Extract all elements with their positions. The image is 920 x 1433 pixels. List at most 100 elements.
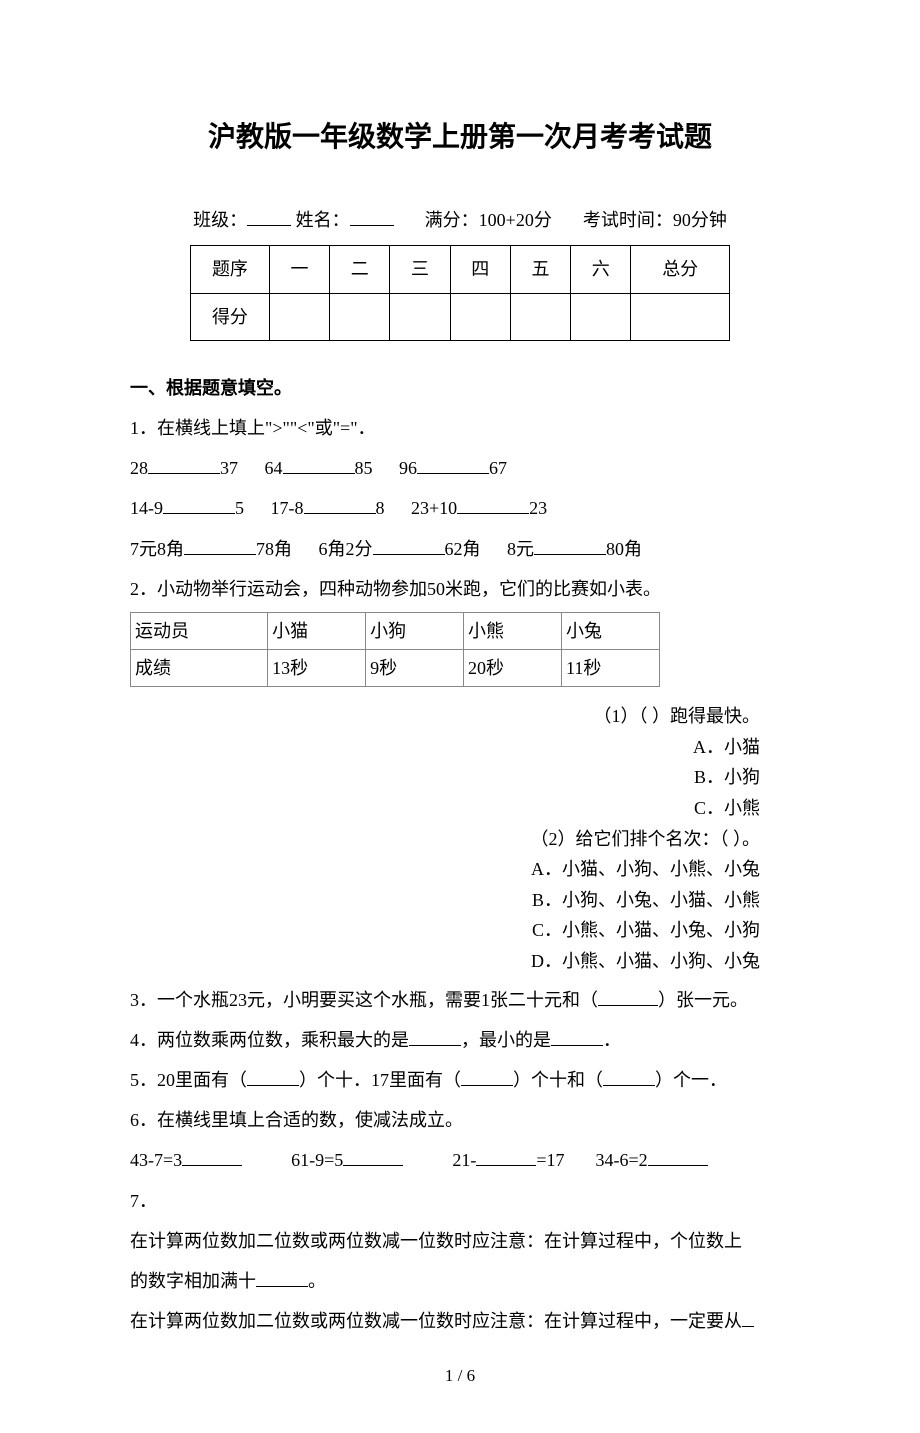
q1-row1: 2837 6485 9667 (130, 451, 790, 485)
class-label: 班级： (193, 210, 247, 230)
cell: 二 (330, 246, 390, 293)
blank (304, 495, 376, 515)
text: 34-6=2 (595, 1150, 647, 1170)
q7-line2: 的数字相加满十 。 (130, 1264, 790, 1298)
text: 85 (355, 458, 373, 478)
cell: 13秒 (268, 650, 366, 687)
text: 43-7=3 (130, 1150, 182, 1170)
q2-sub1-block: （1）（ ）跑得最快。 A．小猫 B．小狗 C．小熊 （2）给它们排个名次：（ … (130, 701, 760, 976)
blank (742, 1307, 754, 1327)
cell (510, 293, 570, 340)
text: 8 (376, 498, 385, 518)
text: 14-9 (130, 498, 163, 518)
q3: 3．一个水瓶23元，小明要买这个水瓶，需要1张二十元和（ ）张一元。 (130, 983, 790, 1017)
cell: 20秒 (464, 650, 562, 687)
animal-race-table: 运动员 小猫 小狗 小熊 小兔 成绩 13秒 9秒 20秒 11秒 (130, 612, 660, 687)
section-heading-1: 一、根据题意填空。 (130, 371, 790, 405)
text: 61-9=5 (291, 1150, 343, 1170)
blank (603, 1066, 655, 1086)
text: 28 (130, 458, 148, 478)
fullmark-label: 满分：100+20分 (425, 210, 552, 230)
name-label: 姓名： (296, 210, 350, 230)
text: ）个一． (655, 1070, 727, 1090)
option: A．小猫 (130, 732, 760, 763)
cell: 小猫 (268, 612, 366, 649)
cell (450, 293, 510, 340)
option: B．小狗 (130, 762, 760, 793)
q1-stem: 1．在横线上填上">""<"或"="． (130, 411, 790, 445)
page-footer: 1 / 6 (130, 1360, 790, 1392)
text: 80角 (606, 539, 642, 559)
text: ． (603, 1030, 621, 1050)
blank (648, 1147, 708, 1167)
option: C．小熊 (130, 793, 760, 824)
text: 17-8 (271, 498, 304, 518)
q7-line1: 在计算两位数加二位数或两位数减一位数时应注意：在计算过程中，个位数上 (130, 1224, 790, 1258)
cell (390, 293, 450, 340)
text: 的数字相加满十 (130, 1271, 256, 1291)
q5: 5．20里面有（）个十．17里面有（）个十和（）个一． (130, 1063, 790, 1097)
q4: 4．两位数乘两位数，乘积最大的是，最小的是． (130, 1023, 790, 1057)
text: 3．一个水瓶23元，小明要买这个水瓶，需要1张二十元和（ (130, 990, 598, 1010)
text: 78角 (256, 539, 292, 559)
blank (148, 454, 220, 474)
text: 4．两位数乘两位数，乘积最大的是 (130, 1030, 409, 1050)
text: 在计算两位数加二位数或两位数减一位数时应注意：在计算过程中，一定要从 (130, 1311, 742, 1331)
text: 64 (265, 458, 283, 478)
blank (476, 1147, 536, 1167)
text: 6角2分 (319, 539, 373, 559)
q7-line3: 在计算两位数加二位数或两位数减一位数时应注意：在计算过程中，一定要从 (130, 1304, 790, 1338)
table-row: 成绩 13秒 9秒 20秒 11秒 (131, 650, 660, 687)
blank (163, 495, 235, 515)
option: C．小熊、小猫、小兔、小狗 (130, 915, 760, 946)
text: 96 (399, 458, 417, 478)
cell: 总分 (631, 246, 730, 293)
blank (461, 1066, 513, 1086)
blank (409, 1026, 461, 1046)
cell (330, 293, 390, 340)
cell: 小狗 (366, 612, 464, 649)
cell (571, 293, 631, 340)
text: 7元8角 (130, 539, 184, 559)
cell: 小兔 (562, 612, 660, 649)
cell: 五 (510, 246, 570, 293)
q2-sub2: （2）给它们排个名次：（ ）。 (130, 824, 760, 855)
option: A．小猫、小狗、小熊、小兔 (130, 854, 760, 885)
q6-row: 43-7=3 61-9=5 21- =17 34-6=2 (130, 1143, 790, 1177)
blank (256, 1267, 308, 1287)
text: 21- (452, 1150, 476, 1170)
text: 5 (235, 498, 244, 518)
text: ）张一元。 (658, 990, 748, 1010)
cell (631, 293, 730, 340)
score-table: 题序 一 二 三 四 五 六 总分 得分 (190, 245, 730, 340)
cell: 9秒 (366, 650, 464, 687)
cell: 四 (450, 246, 510, 293)
time-label: 考试时间：90分钟 (583, 210, 727, 230)
text: ）个十和（ (513, 1070, 603, 1090)
text: 。 (308, 1271, 326, 1291)
blank (283, 454, 355, 474)
blank (343, 1147, 403, 1167)
option: B．小狗、小兔、小猫、小熊 (130, 885, 760, 916)
cell: 一 (269, 246, 329, 293)
q2-sub1: （1）（ ）跑得最快。 (130, 701, 760, 732)
cell: 成绩 (131, 650, 268, 687)
blank (457, 495, 529, 515)
blank (373, 535, 445, 555)
blank (598, 986, 658, 1006)
cell: 得分 (191, 293, 270, 340)
q1-row3: 7元8角78角 6角2分62角 8元80角 (130, 532, 790, 566)
text: ）个十．17里面有（ (299, 1070, 461, 1090)
class-blank (247, 206, 291, 226)
blank (184, 535, 256, 555)
blank (182, 1147, 242, 1167)
text: 67 (489, 458, 507, 478)
q6-stem: 6．在横线里填上合适的数，使减法成立。 (130, 1103, 790, 1137)
blank (247, 1066, 299, 1086)
blank (534, 535, 606, 555)
q1-row2: 14-95 17-88 23+1023 (130, 491, 790, 525)
cell: 六 (571, 246, 631, 293)
text: 23+10 (411, 498, 457, 518)
text: =17 (536, 1150, 564, 1170)
table-row: 运动员 小猫 小狗 小熊 小兔 (131, 612, 660, 649)
